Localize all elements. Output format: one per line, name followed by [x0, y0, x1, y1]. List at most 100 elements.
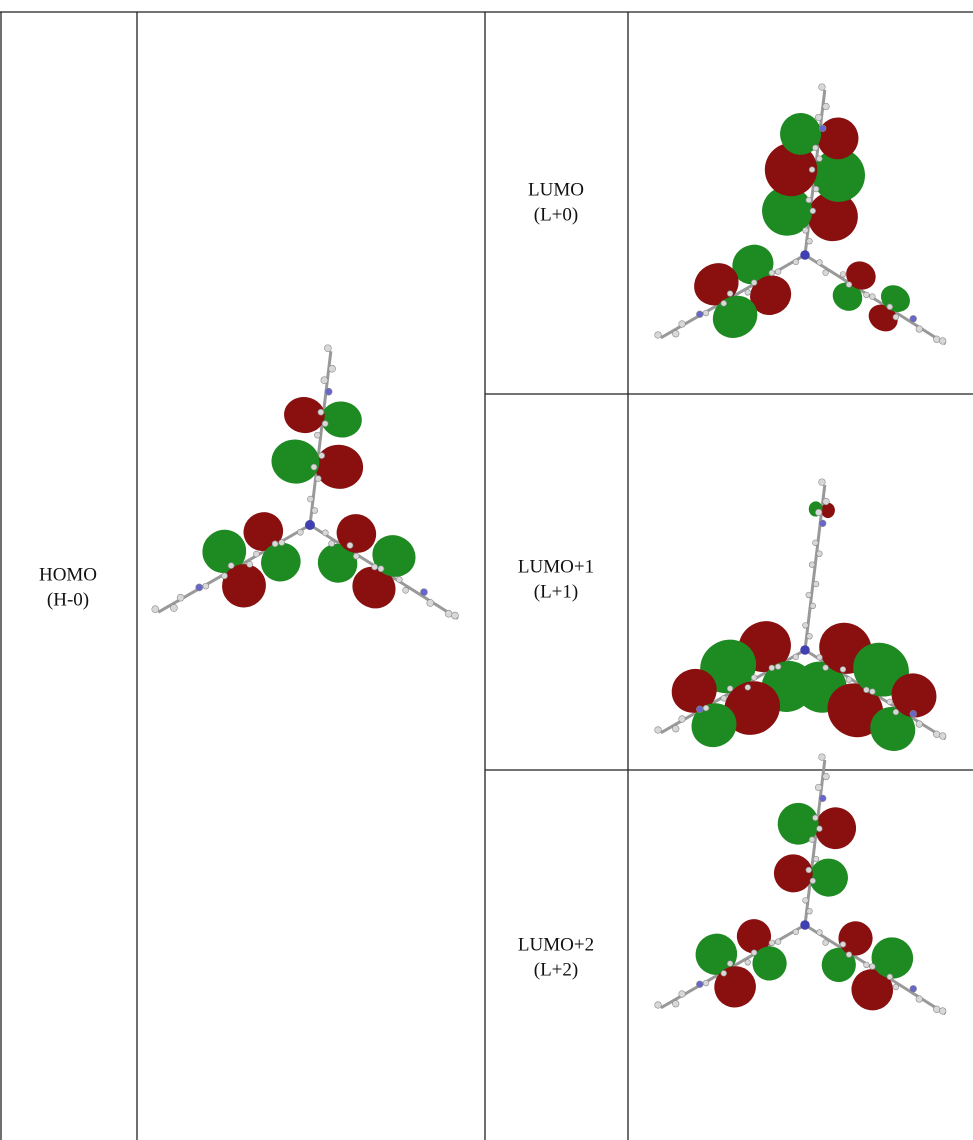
atom [810, 603, 816, 609]
atom [803, 897, 809, 903]
atom [870, 964, 876, 970]
atom [819, 520, 826, 527]
atom [809, 167, 815, 173]
orbital-label: HOMO [39, 564, 97, 585]
atom [819, 84, 826, 91]
atom [817, 655, 823, 661]
orbital-table: HOMO (H-0) LUMO (L+0) LUMO+1 (L+1) LUMO+… [0, 0, 973, 1140]
orbital-lobe [313, 442, 366, 491]
atom [655, 727, 662, 734]
atom [910, 710, 917, 717]
atom [916, 721, 923, 728]
atom [427, 599, 434, 606]
atom [696, 981, 703, 988]
atom [800, 645, 810, 655]
atom [745, 290, 751, 296]
atom [297, 529, 303, 535]
atom [253, 551, 259, 557]
atom [810, 208, 816, 214]
atom [305, 520, 315, 530]
atom [846, 282, 852, 288]
atom [196, 584, 203, 591]
atom [793, 654, 799, 660]
atom [810, 878, 816, 884]
atom [318, 409, 324, 415]
atom [247, 561, 253, 567]
atom [177, 594, 184, 601]
atom [933, 1006, 940, 1013]
atom [864, 292, 870, 298]
orbital-sublabel: (L+0) [534, 204, 578, 225]
atom [321, 377, 328, 384]
atom [721, 300, 727, 306]
molecule-image [152, 345, 459, 619]
atom [910, 315, 917, 322]
atom [793, 929, 799, 935]
atom [679, 991, 686, 998]
atom [806, 867, 812, 873]
atom [819, 125, 826, 132]
atom [807, 633, 813, 639]
atom [279, 540, 285, 546]
atom [751, 950, 757, 956]
atom [420, 589, 427, 596]
orbital-label: LUMO+1 [518, 556, 594, 577]
atom [769, 270, 775, 276]
atom [679, 716, 686, 723]
atom [840, 667, 846, 673]
atom [800, 920, 810, 930]
atom [703, 310, 709, 316]
atom [887, 974, 893, 980]
atom [152, 606, 159, 613]
atom [819, 795, 826, 802]
atom [819, 479, 826, 486]
atom [939, 733, 946, 740]
atom [813, 540, 819, 546]
atom [745, 685, 751, 691]
atom [329, 541, 335, 547]
atom [378, 566, 384, 572]
atom [823, 940, 829, 946]
atom [823, 773, 830, 780]
atom [272, 541, 278, 547]
atom [679, 321, 686, 328]
atom [840, 942, 846, 948]
orbital-label: LUMO [528, 179, 584, 200]
atom [864, 962, 870, 968]
atom [939, 1008, 946, 1015]
atom [846, 952, 852, 958]
atom [347, 542, 353, 548]
atom [727, 961, 733, 967]
atom [819, 754, 826, 761]
atom [823, 498, 830, 505]
atom [840, 272, 846, 278]
atom [823, 270, 829, 276]
atom [793, 259, 799, 265]
atom [933, 731, 940, 738]
atom [803, 622, 809, 628]
atom [887, 699, 893, 705]
atom [703, 980, 709, 986]
atom [329, 365, 336, 372]
atom [311, 464, 317, 470]
atom [893, 314, 899, 320]
molecule-image [655, 754, 946, 1019]
atom [815, 784, 822, 791]
atom [815, 509, 822, 516]
atom [451, 612, 458, 619]
atom [672, 725, 679, 732]
atom [721, 970, 727, 976]
atom [703, 705, 709, 711]
atom [893, 709, 899, 715]
orbital-sublabel: (L+2) [534, 959, 578, 980]
molecule-image [655, 84, 946, 346]
atom [870, 689, 876, 695]
atom [314, 432, 320, 438]
atom [870, 294, 876, 300]
atom [916, 326, 923, 333]
atom [806, 197, 812, 203]
atom [721, 695, 727, 701]
orbital-label: LUMO+2 [518, 934, 594, 955]
atom [803, 227, 809, 233]
atom [813, 186, 819, 192]
